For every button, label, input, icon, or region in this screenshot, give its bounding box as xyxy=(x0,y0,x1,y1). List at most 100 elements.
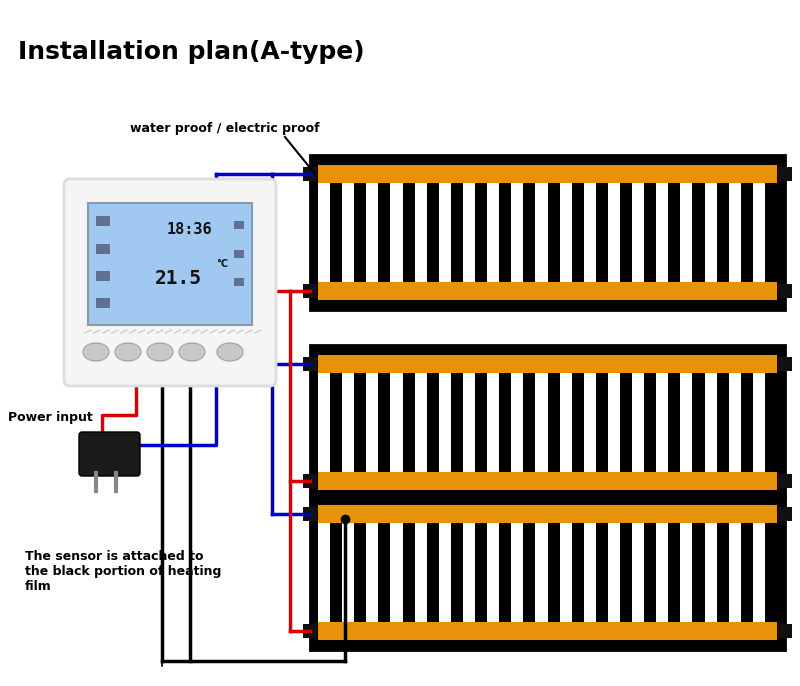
Bar xyxy=(729,183,741,282)
Bar xyxy=(584,183,596,282)
Bar xyxy=(644,183,656,282)
Bar xyxy=(88,203,252,325)
Bar xyxy=(547,183,559,282)
Text: 18:36: 18:36 xyxy=(167,222,213,237)
Bar xyxy=(318,523,330,622)
Bar xyxy=(303,624,317,638)
Bar xyxy=(705,523,717,622)
Bar xyxy=(378,523,390,622)
Bar xyxy=(559,183,572,282)
Bar xyxy=(620,373,632,472)
Bar xyxy=(499,523,511,622)
Bar xyxy=(705,183,717,282)
Bar xyxy=(318,505,777,523)
Bar xyxy=(330,523,342,622)
Bar xyxy=(632,183,644,282)
Bar xyxy=(354,523,366,622)
Bar xyxy=(778,284,792,298)
Bar xyxy=(753,183,765,282)
Bar xyxy=(523,523,535,622)
Ellipse shape xyxy=(115,343,141,361)
Bar xyxy=(620,523,632,622)
Bar xyxy=(535,183,547,282)
Bar xyxy=(330,373,342,472)
Bar xyxy=(778,624,792,638)
Bar xyxy=(234,221,244,229)
Bar xyxy=(765,523,777,622)
Bar xyxy=(753,523,765,622)
FancyBboxPatch shape xyxy=(79,432,140,476)
Bar xyxy=(693,373,705,472)
Bar xyxy=(511,523,523,622)
Bar xyxy=(475,373,487,472)
Bar xyxy=(378,183,390,282)
Bar xyxy=(342,373,354,472)
Bar xyxy=(354,183,366,282)
Bar xyxy=(608,373,620,472)
Bar xyxy=(499,373,511,472)
FancyBboxPatch shape xyxy=(64,179,276,386)
Bar xyxy=(438,373,451,472)
Bar xyxy=(572,373,584,472)
Bar xyxy=(414,373,426,472)
Bar xyxy=(318,282,777,300)
Bar xyxy=(535,373,547,472)
Bar xyxy=(487,183,499,282)
Bar xyxy=(96,216,110,226)
Ellipse shape xyxy=(217,343,243,361)
Bar xyxy=(451,373,463,472)
Bar xyxy=(366,523,378,622)
Bar xyxy=(342,523,354,622)
Bar xyxy=(584,523,596,622)
Bar xyxy=(414,523,426,622)
Bar xyxy=(741,523,753,622)
Bar xyxy=(680,523,693,622)
Bar xyxy=(765,373,777,472)
Bar xyxy=(511,373,523,472)
Bar xyxy=(451,523,463,622)
Bar xyxy=(463,523,475,622)
Bar xyxy=(765,183,777,282)
Text: Power input: Power input xyxy=(8,412,93,425)
Bar xyxy=(310,345,785,500)
Bar xyxy=(342,183,354,282)
Bar xyxy=(303,474,317,488)
Bar xyxy=(656,373,668,472)
Bar xyxy=(318,622,777,640)
Bar xyxy=(693,523,705,622)
Bar xyxy=(547,523,559,622)
Bar xyxy=(535,523,547,622)
Bar xyxy=(680,373,693,472)
Bar xyxy=(572,183,584,282)
Bar xyxy=(729,373,741,472)
Bar xyxy=(778,357,792,371)
Bar xyxy=(559,523,572,622)
Text: Installation plan(A-type): Installation plan(A-type) xyxy=(18,40,365,64)
Bar xyxy=(572,523,584,622)
Bar xyxy=(318,355,777,373)
Bar xyxy=(426,523,438,622)
Bar xyxy=(608,523,620,622)
Bar xyxy=(318,472,777,490)
Bar xyxy=(451,183,463,282)
Bar xyxy=(318,183,330,282)
Bar xyxy=(310,495,785,650)
Bar xyxy=(390,523,402,622)
Bar xyxy=(330,183,342,282)
Bar xyxy=(463,373,475,472)
Bar xyxy=(547,373,559,472)
Bar xyxy=(717,523,729,622)
Bar xyxy=(303,507,317,521)
Text: 21.5: 21.5 xyxy=(154,269,202,288)
Bar xyxy=(717,373,729,472)
Bar xyxy=(303,167,317,181)
Bar xyxy=(487,523,499,622)
Bar xyxy=(778,167,792,181)
Bar xyxy=(656,523,668,622)
Bar xyxy=(596,523,608,622)
Bar xyxy=(402,373,414,472)
Bar xyxy=(656,183,668,282)
Bar xyxy=(596,373,608,472)
Bar xyxy=(499,183,511,282)
Bar xyxy=(717,183,729,282)
